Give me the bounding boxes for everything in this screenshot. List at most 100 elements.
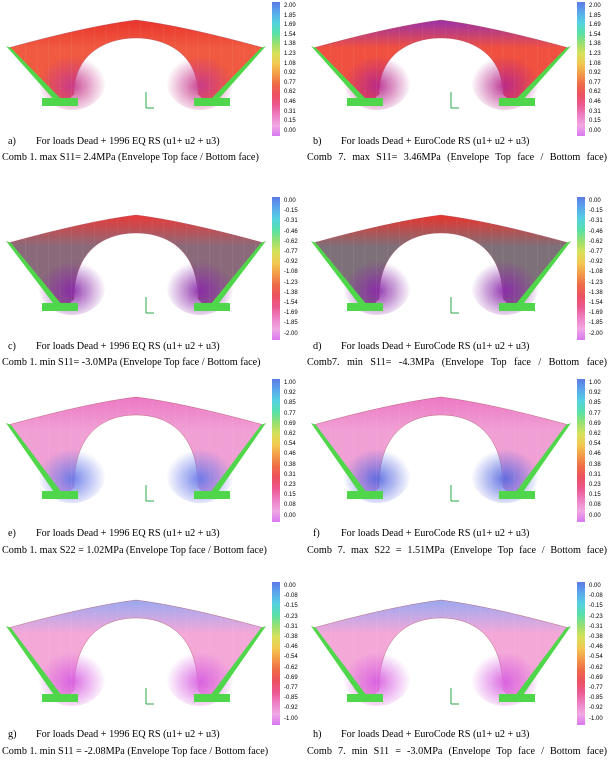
left-footing	[347, 694, 383, 702]
colorbar-tick-label: 1.23	[589, 51, 601, 57]
colorbar-tick-label: -1.08	[589, 269, 603, 276]
colorbar-tick-label: -0.77	[284, 685, 298, 691]
colorbar-tick-label: 0.38	[589, 461, 601, 468]
colorbar-tick-label: 0.23	[589, 482, 601, 488]
colorbar-tick-label: 0.62	[589, 431, 601, 437]
colorbar-tick-label: -0.85	[589, 695, 603, 702]
load-description: For loads Dead + 1996 EQ RS (u1+ u2 + u3…	[36, 729, 220, 740]
colorbar-gradient	[577, 2, 585, 137]
caption-result-g: Comb 1. min S11 = -2.08MPa (Envelope Top…	[2, 746, 269, 757]
right-footing	[499, 491, 535, 499]
colorbar-f: 1.00 0.92 0.85 0.77 0.69 0.62 0.54 0.46 0.38 0.31…	[577, 379, 611, 522]
caption-result-f: Comb 7. max S22 = 1.51MPa (Envelope Top …	[307, 545, 607, 556]
colorbar-tick-label: 0.85	[589, 400, 601, 407]
colorbar-tick-label: 0.54	[284, 441, 296, 448]
left-support-edge	[6, 626, 62, 698]
right-footing	[194, 98, 230, 106]
colorbar-tick-label: -1.85	[589, 320, 603, 327]
colorbar-tick-label: -0.92	[284, 259, 298, 266]
contour-plot-d	[307, 197, 575, 339]
colorbar-tick-label: -0.92	[589, 259, 603, 266]
colorbar-tick-label: -0.69	[589, 674, 603, 681]
colorbar-tick-label: 0.31	[589, 471, 601, 478]
left-footing	[42, 491, 78, 499]
bridge-model-g	[6, 599, 266, 706]
contour-plot-g	[2, 582, 270, 730]
colorbar-tick-label: 0.00	[589, 127, 601, 134]
panel-letter: d)	[313, 341, 322, 352]
bridge-model-h	[311, 599, 571, 706]
colorbar-tick-label: -0.62	[284, 238, 298, 245]
right-footing	[499, 98, 535, 106]
colorbar-tick-label: 0.00	[284, 512, 296, 519]
right-support-edge	[515, 241, 571, 307]
colorbar-tick-label: -0.31	[284, 623, 298, 630]
right-footing	[194, 491, 230, 499]
left-footing	[42, 694, 78, 702]
right-support-edge	[515, 626, 571, 698]
colorbar-a: 2.00 1.85 1.69 1.54 1.38 1.23 1.08 0.92 0.77 0.62…	[272, 2, 320, 137]
colorbar-tick-label: -0.46	[284, 228, 298, 235]
axis-triad-icon	[450, 297, 459, 314]
colorbar-tick-label: -0.08	[284, 593, 298, 600]
colorbar-tick-label: -1.54	[589, 300, 603, 306]
colorbar-tick-label: 0.15	[589, 492, 601, 499]
colorbar-tick-label: -1.00	[589, 715, 603, 722]
colorbar-tick-label: 1.38	[589, 41, 601, 48]
colorbar-tick-label: 0.92	[589, 390, 601, 397]
colorbar-tick-label: 0.31	[284, 108, 296, 115]
colorbar-tick-label: 0.46	[589, 99, 601, 105]
colorbar-tick-label: -0.54	[284, 654, 298, 661]
caption-load-h: h) For loads Dead + EuroCode RS (u1+ u2 +…	[313, 728, 529, 741]
colorbar-tick-label: -0.15	[589, 603, 603, 610]
caption-load-d: d) For loads Dead + EuroCode RS (u1+ u2 +…	[313, 340, 529, 353]
right-support-edge	[210, 626, 266, 698]
colorbar-gradient	[272, 2, 280, 137]
colorbar-tick-label: -0.15	[284, 603, 298, 610]
colorbar-tick-label: -0.77	[589, 249, 603, 255]
colorbar-tick-label: -0.92	[284, 705, 298, 712]
colorbar-tick-label: 1.23	[284, 51, 296, 57]
left-footing	[42, 98, 78, 106]
colorbar-tick-label: -0.15	[589, 208, 603, 215]
caption-load-c: c) For loads Dead + 1996 EQ RS (u1+ u2 + …	[8, 340, 220, 353]
colorbar-gradient	[577, 379, 585, 522]
panel-letter: c)	[8, 341, 16, 352]
colorbar-h: 0.00 -0.08 -0.15 -0.23 -0.31 -0.38 -0.46 -0.54 -…	[577, 582, 611, 725]
axis-triad-icon	[145, 485, 154, 502]
colorbar-gradient	[577, 582, 585, 725]
caption-load-a: a) For loads Dead + 1996 EQ RS (u1+ u2 + …	[8, 135, 220, 148]
axis-triad-icon	[145, 688, 154, 705]
colorbar-tick-label: 0.77	[589, 410, 601, 417]
load-description: For loads Dead + EuroCode RS (u1+ u2 + u…	[341, 136, 530, 147]
left-support-edge	[6, 241, 62, 307]
caption-result-h: Comb 7. min S11 = -3.0MPa (Envelope Top …	[307, 746, 607, 757]
caption-load-f: f) For loads Dead + EuroCode RS (u1+ u2 +…	[313, 527, 529, 540]
right-footing	[194, 303, 230, 311]
colorbar-tick-label: -1.23	[284, 279, 298, 286]
colorbar-tick-label: 0.00	[284, 127, 296, 134]
colorbar-tick-label: 0.92	[284, 70, 296, 77]
colorbar-tick-label: 2.00	[589, 3, 601, 9]
left-support-edge	[311, 241, 367, 307]
colorbar-gradient	[272, 582, 280, 725]
colorbar-tick-label: -1.69	[284, 310, 298, 317]
colorbar-tick-label: 0.69	[589, 420, 601, 427]
load-description: For loads Dead + 1996 EQ RS (u1+ u2 + u3…	[36, 136, 220, 147]
colorbar-tick-label: 0.62	[284, 89, 296, 96]
colorbar-tick-label: 0.92	[589, 70, 601, 77]
load-description: For loads Dead + EuroCode RS (u1+ u2 + u…	[341, 729, 530, 740]
panel-letter: h)	[313, 729, 322, 740]
colorbar-tick-label: 1.00	[284, 380, 296, 386]
left-footing	[42, 303, 78, 311]
colorbar-tick-label: -0.69	[284, 674, 298, 681]
colorbar-gradient	[272, 379, 280, 522]
colorbar-tick-label: 1.38	[284, 41, 296, 48]
panel-letter: e)	[8, 528, 16, 539]
colorbar-tick-label: -0.23	[589, 613, 603, 620]
colorbar-tick-label: 0.69	[284, 420, 296, 427]
colorbar-tick-label: 0.00	[589, 583, 601, 589]
axis-triad-icon	[145, 92, 154, 109]
colorbar-tick-label: 0.62	[284, 431, 296, 437]
load-description: For loads Dead + EuroCode RS (u1+ u2 + u…	[341, 528, 530, 539]
